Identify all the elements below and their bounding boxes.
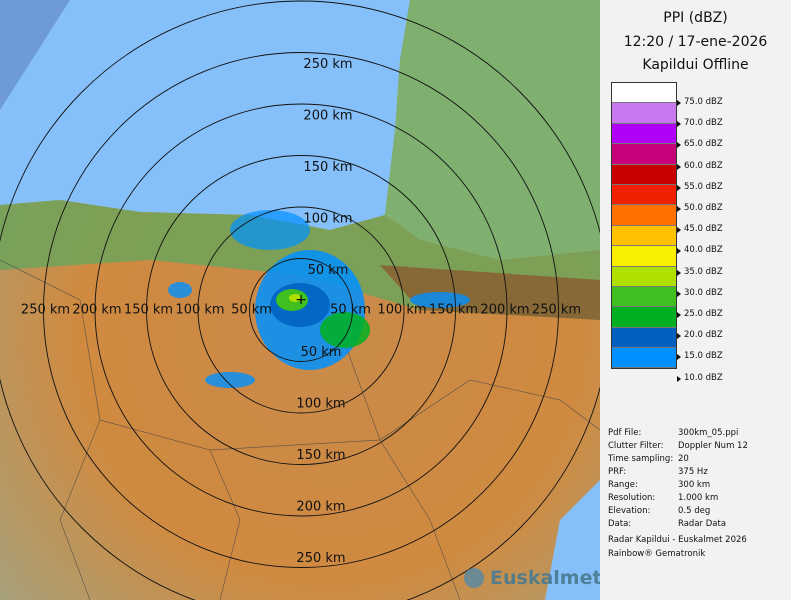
legend-label: 10.0 dBZ bbox=[677, 372, 723, 383]
legend-label: 55.0 dBZ bbox=[677, 181, 723, 192]
info-value: 0.5 deg bbox=[678, 506, 711, 516]
legend-swatch bbox=[612, 307, 676, 328]
range-label: 250 km bbox=[532, 303, 581, 318]
info-value: 375 Hz bbox=[678, 467, 708, 477]
range-label: 200 km bbox=[296, 500, 345, 515]
legend-label: 60.0 dBZ bbox=[677, 160, 723, 171]
legend-swatch bbox=[612, 246, 676, 267]
legend-swatch bbox=[612, 164, 676, 185]
legend-label: 35.0 dBZ bbox=[677, 266, 723, 277]
range-ring bbox=[249, 258, 353, 362]
range-label: 100 km bbox=[175, 303, 224, 318]
range-label: 200 km bbox=[303, 109, 352, 124]
info-key: Clutter Filter: bbox=[608, 441, 664, 451]
range-label: 150 km bbox=[124, 303, 173, 318]
info-value: 300 km bbox=[678, 480, 711, 490]
land-north bbox=[385, 0, 600, 260]
logo: Euskalmet bbox=[464, 567, 600, 589]
credit: Radar Kapildui - Euskalmet 2026 bbox=[608, 535, 747, 545]
radar-center: + bbox=[295, 292, 307, 308]
range-label: 50 km bbox=[231, 303, 272, 318]
legend-label: 75.0 dBZ bbox=[677, 97, 723, 107]
title: PPI (dBZ) bbox=[663, 10, 728, 26]
info-value: 1.000 km bbox=[678, 493, 719, 503]
range-label: 50 km bbox=[308, 263, 349, 278]
legend-swatch bbox=[612, 286, 676, 308]
range-label: 50 km bbox=[330, 303, 371, 318]
station: Kapildui Offline bbox=[642, 57, 749, 73]
range-label: 200 km bbox=[72, 303, 121, 318]
legend-label: 50.0 dBZ bbox=[677, 203, 723, 213]
legend-swatch bbox=[612, 348, 676, 369]
legend bbox=[611, 82, 677, 370]
range-rings: 50 km 50 km 50 km 50 km 100 km 100 km 100 km 10… bbox=[0, 0, 600, 600]
range-ring bbox=[146, 155, 456, 465]
legend-label: 70.0 dBZ bbox=[677, 118, 723, 129]
legend-label: 30.0 dBZ bbox=[677, 287, 723, 298]
info-key: Range: bbox=[608, 480, 638, 490]
credit: Rainbow® Gematronik bbox=[608, 549, 706, 559]
range-ring bbox=[197, 206, 405, 414]
legend-swatch bbox=[612, 205, 676, 226]
sea-east bbox=[545, 480, 600, 600]
range-label: 50 km bbox=[301, 345, 342, 360]
legend-label: 25.0 dBZ bbox=[677, 309, 723, 319]
range-label: 250 km bbox=[21, 303, 70, 318]
radar-map: 50 km 50 km 50 km 50 km 100 km 100 km 100 km 10… bbox=[0, 0, 600, 600]
time: 12:20 / 17-ene-2026 bbox=[623, 34, 768, 50]
range-label: 100 km bbox=[377, 303, 426, 318]
range-label: 250 km bbox=[296, 551, 345, 566]
legend-swatch bbox=[612, 123, 676, 145]
legend-swatch bbox=[612, 184, 676, 206]
range-label: 100 km bbox=[296, 397, 345, 412]
info-value: Radar Data bbox=[678, 519, 727, 529]
info-key: Data: bbox=[608, 519, 632, 529]
range-label: 200 km bbox=[480, 303, 529, 318]
legend-label: 65.0 dBZ bbox=[677, 139, 723, 150]
legend-label: 20.0 dBZ bbox=[677, 330, 723, 341]
legend-swatch bbox=[612, 144, 676, 165]
range-label: 150 km bbox=[303, 160, 352, 175]
sea bbox=[0, 0, 410, 230]
range-ring bbox=[0, 0, 600, 600]
borders bbox=[0, 259, 600, 600]
info-key: Pdf File: bbox=[608, 428, 642, 438]
legend-swatch bbox=[612, 266, 676, 287]
radar-echoes bbox=[168, 210, 470, 388]
range-ring bbox=[94, 103, 508, 517]
legend-swatch bbox=[612, 327, 676, 349]
legend-label: 40.0 dBZ bbox=[677, 245, 723, 256]
sidebar: PPI (dBZ) 12:20 / 17-ene-2026 Kapildui O… bbox=[600, 0, 791, 600]
range-ring bbox=[43, 52, 559, 568]
range-label: 250 km bbox=[303, 57, 352, 72]
legend-swatch bbox=[612, 103, 676, 124]
info-value: 20 bbox=[678, 454, 689, 464]
legend-label: 45.0 dBZ bbox=[677, 224, 723, 235]
range-label: 150 km bbox=[429, 303, 478, 318]
info-value: 300km_05.ppi bbox=[678, 428, 739, 438]
info-key: Time sampling: bbox=[608, 454, 674, 464]
logo-text: Euskalmet bbox=[490, 567, 600, 589]
info-key: PRF: bbox=[608, 467, 627, 477]
legend-label: 15.0 dBZ bbox=[677, 351, 723, 362]
sea-outer bbox=[0, 0, 70, 110]
info-key: Elevation: bbox=[608, 506, 651, 516]
legend-swatch bbox=[612, 83, 676, 104]
info-value: Doppler Num 12 bbox=[678, 441, 748, 451]
range-label: 150 km bbox=[296, 448, 345, 463]
range-label: 100 km bbox=[303, 212, 352, 227]
legend-swatch bbox=[612, 225, 676, 247]
info-key: Resolution: bbox=[608, 493, 656, 503]
